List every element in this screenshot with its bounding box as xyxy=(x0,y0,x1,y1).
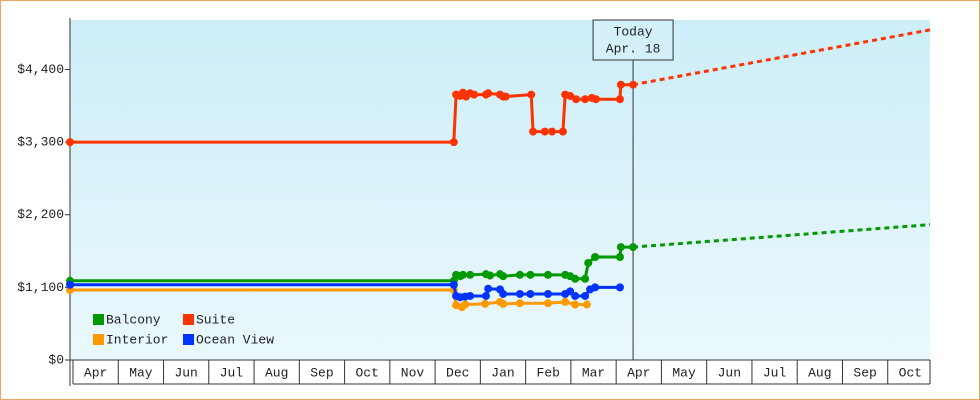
point xyxy=(466,270,475,279)
point xyxy=(449,138,458,147)
y-tick-label: $0 xyxy=(48,352,64,367)
point xyxy=(529,127,538,136)
point xyxy=(484,89,493,98)
point xyxy=(615,283,624,292)
point xyxy=(561,297,570,306)
x-tick-label: Oct xyxy=(356,365,379,380)
point xyxy=(591,283,600,292)
today-box xyxy=(592,19,674,61)
point xyxy=(449,280,458,289)
x-tick-label: Sep xyxy=(310,365,333,380)
y-tick-label: $3,300 xyxy=(17,135,64,150)
x-tick-label: Jul xyxy=(220,365,244,380)
point xyxy=(581,95,590,104)
point xyxy=(481,299,490,308)
forecast-line xyxy=(632,223,931,249)
point xyxy=(543,289,552,298)
x-tick-label: Apr xyxy=(627,365,650,380)
legend-label: Suite xyxy=(196,312,235,327)
point xyxy=(481,291,490,300)
point xyxy=(499,289,508,298)
legend-swatch xyxy=(93,334,104,345)
point xyxy=(584,258,593,267)
point xyxy=(629,243,638,252)
point xyxy=(461,300,470,309)
x-tick-label: Sep xyxy=(853,365,876,380)
point xyxy=(566,91,575,100)
x-tick-label: Jul xyxy=(763,365,787,380)
point xyxy=(571,291,580,300)
point xyxy=(581,274,590,283)
point xyxy=(501,92,510,101)
point xyxy=(499,272,508,281)
x-tick-label: Jun xyxy=(718,365,741,380)
x-tick-label: Jan xyxy=(491,365,514,380)
x-tick-label: Aug xyxy=(265,365,288,380)
y-tick-label: $4,400 xyxy=(17,62,64,77)
point xyxy=(499,299,508,308)
x-tick-label: Aug xyxy=(808,365,831,380)
point xyxy=(66,138,74,147)
point xyxy=(571,274,580,283)
point xyxy=(572,95,581,104)
point xyxy=(515,299,524,308)
point xyxy=(616,80,625,89)
legend-label: Interior xyxy=(106,332,168,347)
point xyxy=(629,80,638,89)
today-label: Apr. 18 xyxy=(606,41,661,56)
point xyxy=(66,280,74,289)
y-tick-label: $1,100 xyxy=(17,280,64,295)
point xyxy=(548,127,557,136)
x-tick-label: May xyxy=(672,365,696,380)
point xyxy=(591,253,600,262)
point xyxy=(515,270,524,279)
point xyxy=(486,271,495,280)
legend-swatch xyxy=(93,314,104,325)
legend-label: Balcony xyxy=(106,312,161,327)
point xyxy=(615,253,624,262)
point xyxy=(458,270,467,279)
point xyxy=(616,243,625,252)
x-tick-label: Mar xyxy=(582,365,605,380)
point xyxy=(515,289,524,298)
legend-swatch xyxy=(183,314,194,325)
plot-area xyxy=(70,20,930,360)
point xyxy=(526,289,535,298)
point xyxy=(484,284,493,293)
point xyxy=(526,270,535,279)
x-tick-label: Jun xyxy=(174,365,197,380)
x-tick-label: May xyxy=(129,365,153,380)
point xyxy=(527,90,536,99)
point xyxy=(543,270,552,279)
x-tick-label: Oct xyxy=(899,365,922,380)
x-tick-label: Feb xyxy=(537,365,560,380)
today-label: Today xyxy=(614,24,653,39)
point xyxy=(540,127,549,136)
point xyxy=(470,90,479,99)
y-tick-label: $2,200 xyxy=(17,207,64,222)
point xyxy=(543,299,552,308)
point xyxy=(571,300,580,309)
legend-swatch xyxy=(183,334,194,345)
point xyxy=(591,95,600,104)
x-tick-label: Apr xyxy=(84,365,107,380)
point xyxy=(615,95,624,104)
point xyxy=(582,300,591,309)
x-tick-label: Nov xyxy=(401,365,425,380)
point xyxy=(466,291,475,300)
point xyxy=(558,127,567,136)
point xyxy=(581,291,590,300)
x-tick-label: Dec xyxy=(446,365,469,380)
legend-label: Ocean View xyxy=(196,332,274,347)
